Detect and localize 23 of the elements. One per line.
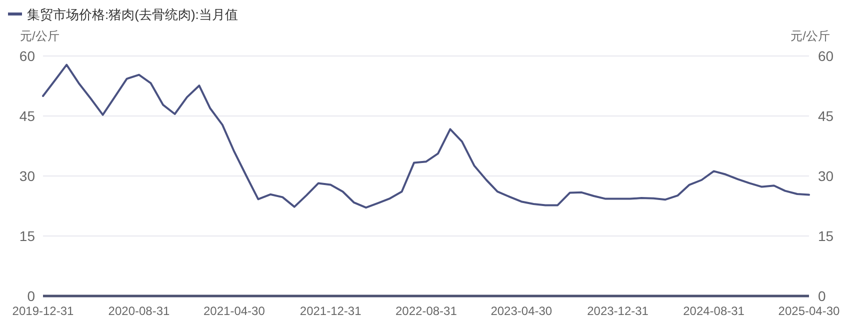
x-tick-label: 2021-12-31 xyxy=(300,304,362,318)
y2-tick-label: 60 xyxy=(818,48,834,64)
x-tick-label: 2023-12-31 xyxy=(587,304,649,318)
x-tick-label: 2019-12-31 xyxy=(12,304,74,318)
y2-axis-title: 元/公斤 xyxy=(790,29,830,43)
x-tick-label: 2022-08-31 xyxy=(396,304,458,318)
y2-tick-label: 0 xyxy=(818,288,826,304)
y-tick-label: 45 xyxy=(19,108,36,124)
y-tick-label: 30 xyxy=(19,168,36,184)
x-tick-label: 2023-04-30 xyxy=(490,304,552,318)
y2-tick-label: 45 xyxy=(818,108,834,124)
x-tick-label: 2025-04-30 xyxy=(778,304,840,318)
y-axis-title: 元/公斤 xyxy=(20,29,60,43)
y2-tick-label: 15 xyxy=(818,228,834,244)
x-tick-label: 2021-04-30 xyxy=(204,304,266,318)
y-tick-label: 0 xyxy=(27,288,36,304)
y-tick-label: 60 xyxy=(19,48,36,64)
x-tick-label: 2024-08-31 xyxy=(683,304,745,318)
line-series xyxy=(42,64,810,209)
y-tick-label: 15 xyxy=(19,228,36,244)
legend-label: 集贸市场价格:猪肉(去骨统肉):当月值 xyxy=(27,7,238,22)
y2-tick-label: 30 xyxy=(818,168,834,184)
x-tick-label: 2020-08-31 xyxy=(108,304,170,318)
